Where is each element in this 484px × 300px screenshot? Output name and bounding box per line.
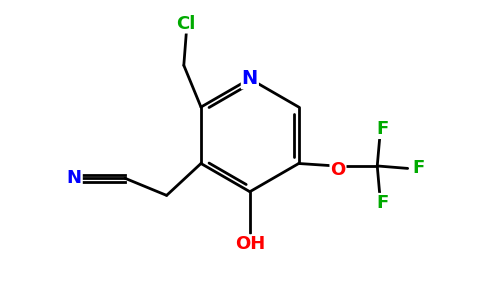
- Text: F: F: [376, 120, 388, 138]
- Text: O: O: [331, 161, 346, 179]
- Text: OH: OH: [235, 235, 265, 253]
- Text: Cl: Cl: [177, 15, 196, 33]
- Text: N: N: [67, 169, 82, 187]
- Text: F: F: [376, 194, 388, 212]
- Text: F: F: [413, 159, 425, 177]
- Text: N: N: [242, 69, 258, 88]
